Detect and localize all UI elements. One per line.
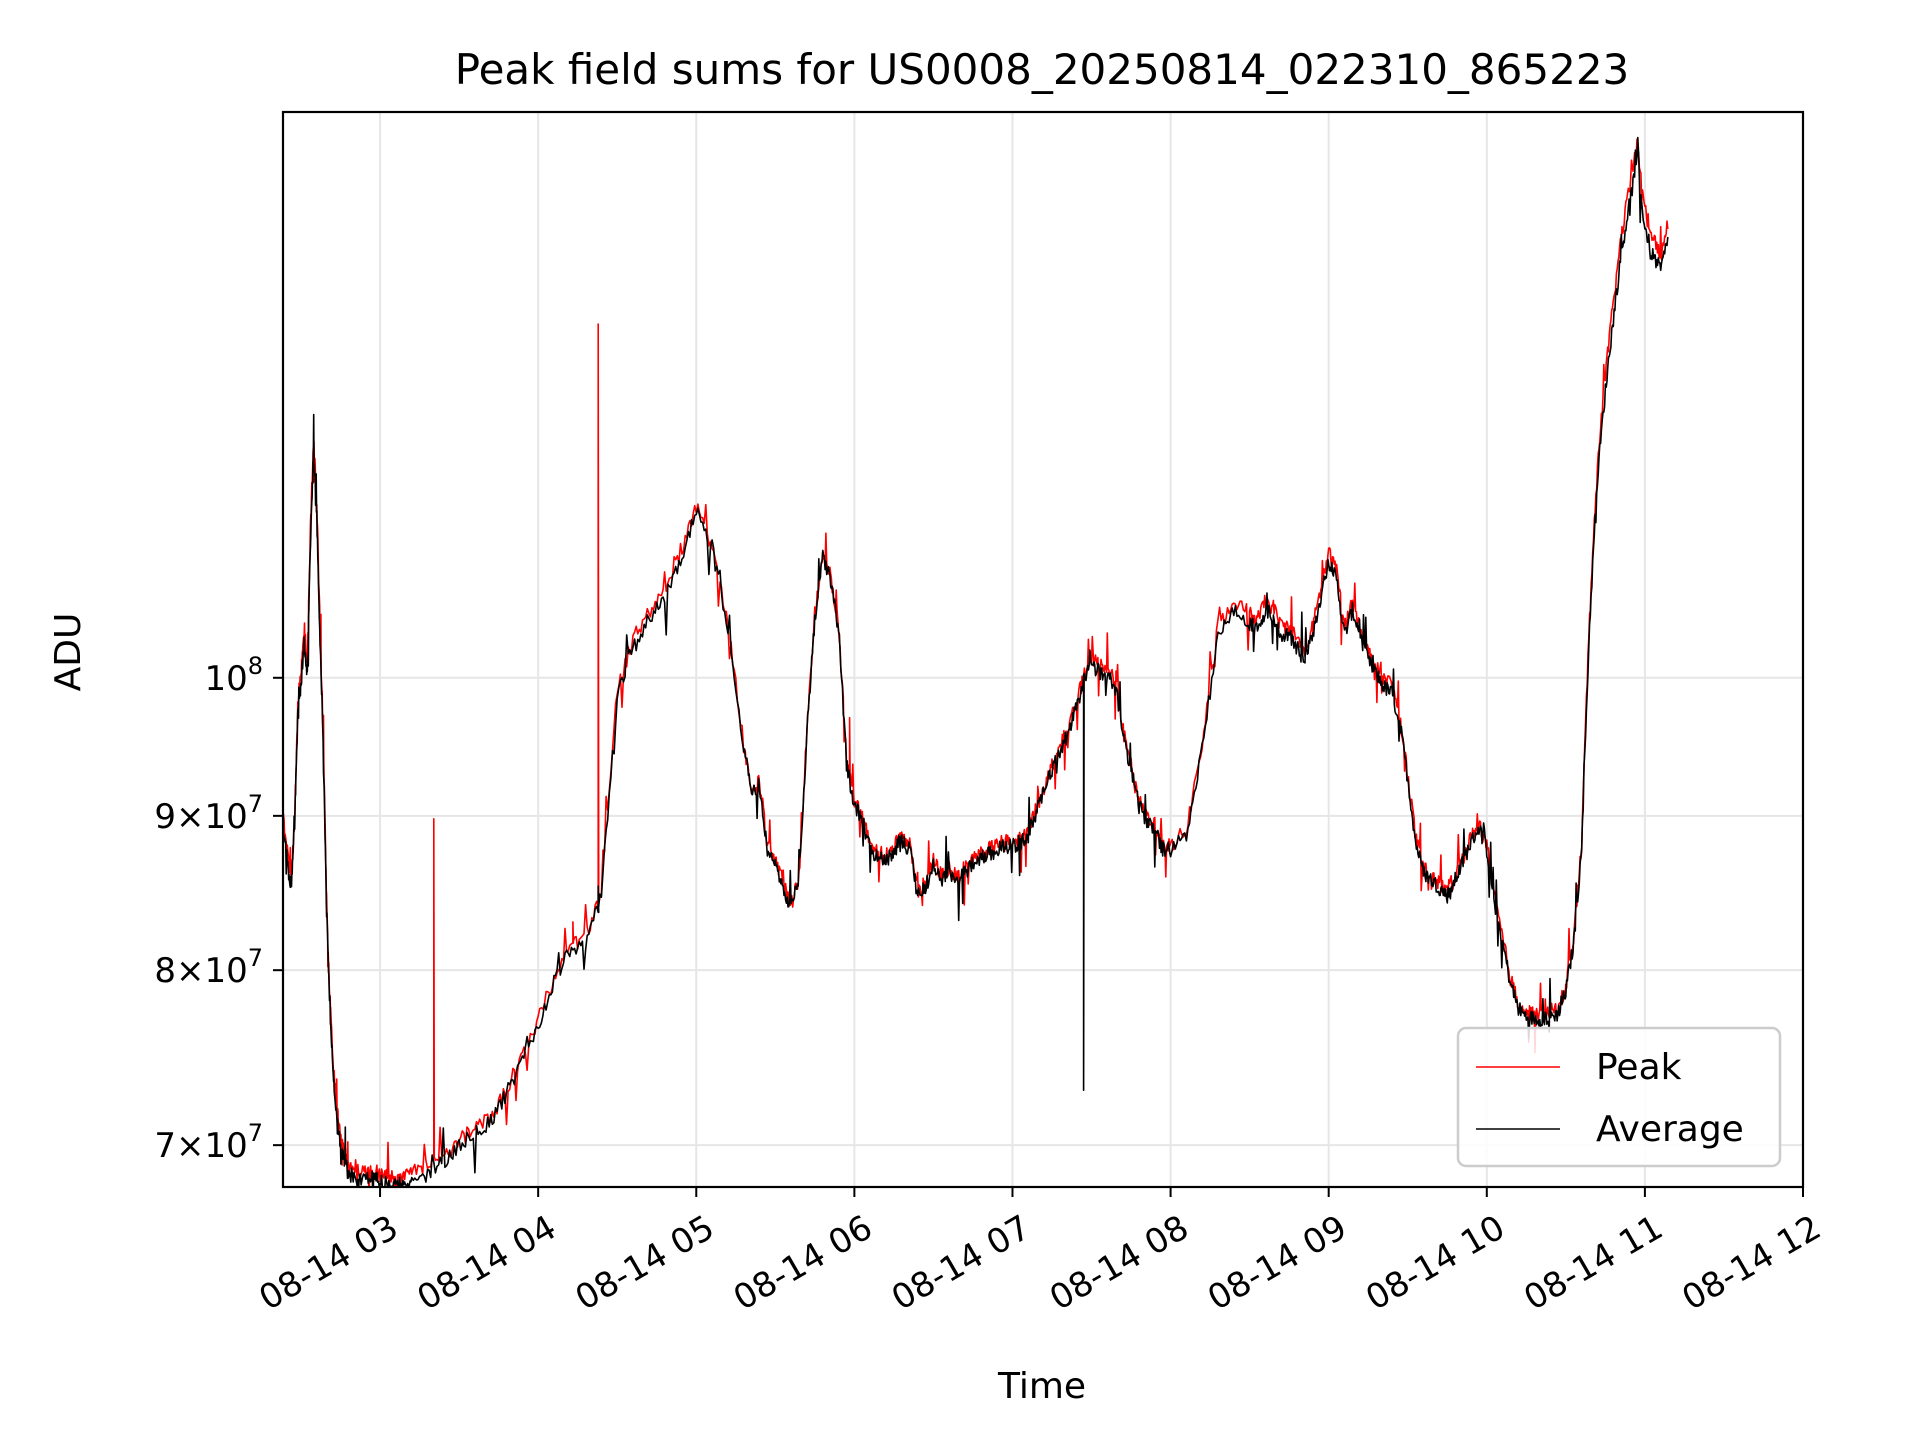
legend: Peak Average xyxy=(1456,1026,1782,1168)
series-line-average xyxy=(283,136,1669,1187)
grid xyxy=(283,112,1804,1187)
legend-label-average: Average xyxy=(1596,1109,1744,1150)
x-tick-label: 08-14 07 xyxy=(885,1208,1037,1319)
x-tick-label: 08-14 10 xyxy=(1359,1208,1511,1319)
x-tick-label: 08-14 12 xyxy=(1676,1208,1828,1319)
y-tick-label: 108 xyxy=(204,652,263,699)
chart-title: Peak field sums for US0008_20250814_0223… xyxy=(455,45,1630,94)
x-tick-label: 08-14 09 xyxy=(1201,1208,1353,1319)
x-tick-label: 08-14 06 xyxy=(727,1208,879,1319)
y-axis-label: ADU xyxy=(48,613,89,692)
x-axis-label: Time xyxy=(997,1366,1086,1407)
x-tick-label: 08-14 08 xyxy=(1043,1208,1195,1319)
plot-frame xyxy=(281,110,1805,1189)
legend-label-peak: Peak xyxy=(1596,1047,1682,1088)
x-tick-label: 08-14 11 xyxy=(1517,1208,1669,1319)
legend-box xyxy=(1456,1026,1782,1168)
y-tick-label: 7×107 xyxy=(154,1119,263,1166)
x-tick-label: 08-14 04 xyxy=(411,1208,563,1319)
series-layer xyxy=(283,136,1669,1187)
y-axis: 7×107 8×107 9×107 108 xyxy=(154,652,283,1166)
x-tick-label: 08-14 05 xyxy=(569,1208,721,1319)
x-axis: 08-14 03 08-14 04 08-14 05 08-14 06 08-14 07… xyxy=(253,1187,1828,1319)
x-tick-label: 08-14 03 xyxy=(253,1208,405,1319)
y-tick-label: 9×107 xyxy=(154,790,263,837)
y-tick-label: 8×107 xyxy=(154,944,263,991)
